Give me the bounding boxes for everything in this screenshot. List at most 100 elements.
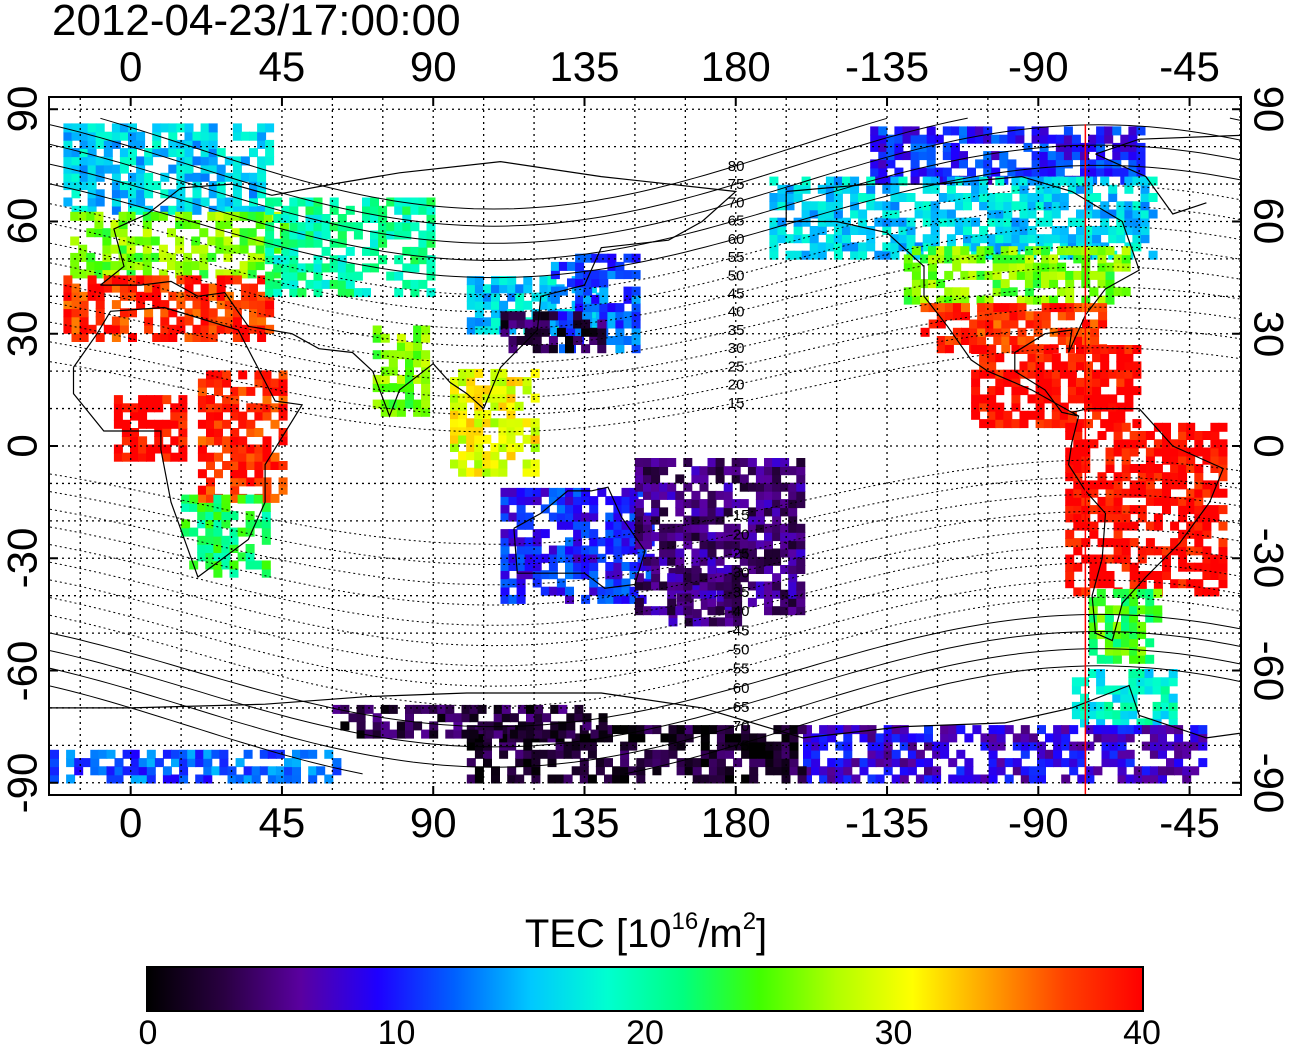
magnetic-latitude-label: -40 bbox=[728, 603, 750, 620]
magnetic-latitude-label: 20 bbox=[728, 377, 745, 394]
tec-region-patagonia bbox=[1088, 588, 1163, 664]
magnetic-latitude-contour bbox=[50, 665, 1240, 775]
magnetic-latitude-label: -35 bbox=[728, 584, 750, 601]
magnetic-latitude-label: -55 bbox=[728, 661, 750, 678]
magnetic-latitude-contour bbox=[50, 476, 1240, 566]
longitude-label: -90 bbox=[1007, 43, 1069, 90]
magnetic-latitude-contour bbox=[50, 225, 1240, 330]
tec-region-australia bbox=[500, 487, 655, 604]
magnetic-latitude-contour bbox=[50, 459, 1240, 545]
latitude-label: 90 bbox=[0, 85, 45, 133]
magnetic-latitude-label: 15 bbox=[728, 395, 745, 412]
longitude-label: 90 bbox=[409, 799, 457, 846]
latitude-label: 0 bbox=[1245, 434, 1292, 458]
map-timestamp: 2012-04-23/17:00:00 bbox=[52, 0, 461, 45]
magnetic-latitude-label: 30 bbox=[728, 340, 745, 357]
colorbar-tick-label: 10 bbox=[377, 1014, 416, 1052]
magnetic-latitude-label: 55 bbox=[728, 249, 745, 266]
grid-layer bbox=[50, 98, 1240, 794]
coastline bbox=[50, 684, 1240, 739]
magnetic-latitude-contour bbox=[50, 613, 1240, 728]
tec-region-mediterranean bbox=[63, 275, 275, 342]
magnetic-latitude-contour bbox=[50, 164, 1240, 279]
magnetic-latitude-label: -45 bbox=[728, 622, 750, 639]
tec-region-antarctic-peninsula bbox=[1071, 669, 1178, 728]
tec-region-antarctica-west bbox=[803, 725, 1208, 784]
magnetic-latitude-contour bbox=[50, 545, 1240, 647]
longitude-label: 135 bbox=[549, 43, 620, 90]
tec-region-europe-north bbox=[63, 123, 275, 215]
magnetic-latitude-contour bbox=[50, 144, 1240, 262]
magnetic-latitude-label: -30 bbox=[728, 565, 750, 582]
magnetic-latitude-label: 45 bbox=[728, 286, 745, 303]
longitude-label: 0 bbox=[118, 799, 143, 846]
longitude-label: -45 bbox=[1159, 799, 1220, 846]
longitude-label: 45 bbox=[258, 799, 306, 846]
latitude-label: -30 bbox=[1244, 527, 1292, 589]
magnetic-latitude-contour bbox=[50, 562, 1240, 667]
magnetic-latitude-contour bbox=[50, 648, 1240, 768]
tec-data-layer bbox=[50, 123, 1228, 784]
latitude-label: 60 bbox=[1244, 198, 1292, 245]
coastline-layer bbox=[50, 134, 1240, 739]
longitude-label: 135 bbox=[549, 799, 620, 846]
magnetic-latitude-label: -60 bbox=[728, 680, 750, 697]
latitude-label: -90 bbox=[0, 752, 45, 814]
magnetic-latitude-contour bbox=[50, 347, 1240, 433]
tec-region-pacific-south bbox=[634, 458, 806, 616]
tec-region-usa bbox=[903, 246, 1131, 305]
magnetic-latitude-contour bbox=[50, 185, 1240, 296]
magnetic-latitude-contour bbox=[50, 630, 1240, 748]
magnetic-latitude-label: -70 bbox=[728, 718, 750, 735]
magnetic-latitude-contour bbox=[50, 245, 1240, 347]
tec-region-south-africa bbox=[181, 494, 271, 578]
magnetic-latitude-contour bbox=[50, 579, 1240, 687]
magnetic-latitude-contour bbox=[50, 117, 1240, 227]
magnetic-latitude-contour bbox=[50, 596, 1240, 707]
tec-region-india bbox=[372, 325, 431, 417]
colorbar-tick-label: 0 bbox=[138, 1014, 158, 1052]
latitude-label: 30 bbox=[1244, 310, 1292, 358]
magnetic-latitude-contour bbox=[50, 326, 1240, 416]
latitude-label: 0 bbox=[0, 434, 46, 458]
magnetic-latitude-label: -65 bbox=[728, 699, 750, 716]
longitude-label: -135 bbox=[845, 43, 930, 90]
colorbar-title: TEC [1016/m2] bbox=[524, 908, 768, 957]
tec-region-east-asia-night bbox=[500, 311, 607, 354]
magnetic-latitude-label: 70 bbox=[728, 194, 745, 211]
magnetic-latitude-label: 40 bbox=[728, 304, 745, 321]
latitude-label: 90 bbox=[1244, 85, 1292, 133]
colorbar-tick-label: 40 bbox=[1123, 1014, 1161, 1052]
tec-region-west-africa bbox=[113, 395, 188, 462]
tec-map: 80 75 70 65 60 55 50 45 40 35 30 25 20 15 -15 -20 -25 -30… bbox=[48, 96, 1242, 796]
magnetic-latitude-label: 80 bbox=[728, 158, 745, 175]
latitude-label: 30 bbox=[0, 310, 45, 358]
latitude-label: -60 bbox=[1244, 640, 1292, 701]
magnetic-latitude-label: 50 bbox=[728, 267, 745, 284]
frame-ticks bbox=[50, 98, 1240, 794]
longitude-label: -135 bbox=[845, 799, 930, 846]
magnetic-latitude-contour bbox=[100, 117, 888, 210]
magnetic-latitude-label: -50 bbox=[728, 641, 750, 658]
latitude-label: -60 bbox=[0, 640, 45, 701]
coastline bbox=[100, 160, 738, 418]
magnetic-latitude-label: 65 bbox=[728, 213, 745, 230]
latitude-label: -30 bbox=[0, 527, 45, 589]
longitude-label: -45 bbox=[1159, 43, 1220, 90]
longitude-label: -90 bbox=[1007, 799, 1069, 846]
magnetic-latitude-contour bbox=[50, 124, 1240, 244]
longitude-label: 180 bbox=[700, 43, 771, 90]
magnetic-latitude-label: 35 bbox=[728, 322, 745, 339]
colorbar-tick-label: 30 bbox=[874, 1014, 913, 1052]
tec-region-southeast-asia bbox=[450, 368, 540, 477]
tec-region-russia bbox=[265, 197, 436, 298]
tec-region-south-america bbox=[1065, 422, 1228, 597]
magnetic-latitude-contour bbox=[50, 205, 1240, 313]
longitude-label: 180 bbox=[700, 799, 771, 846]
magnetic-latitude-label: -20 bbox=[728, 526, 750, 543]
latitude-label: -90 bbox=[1244, 752, 1292, 814]
magnetic-latitude-label: -25 bbox=[728, 546, 750, 563]
magnetic-latitude-label: -15 bbox=[728, 507, 750, 524]
